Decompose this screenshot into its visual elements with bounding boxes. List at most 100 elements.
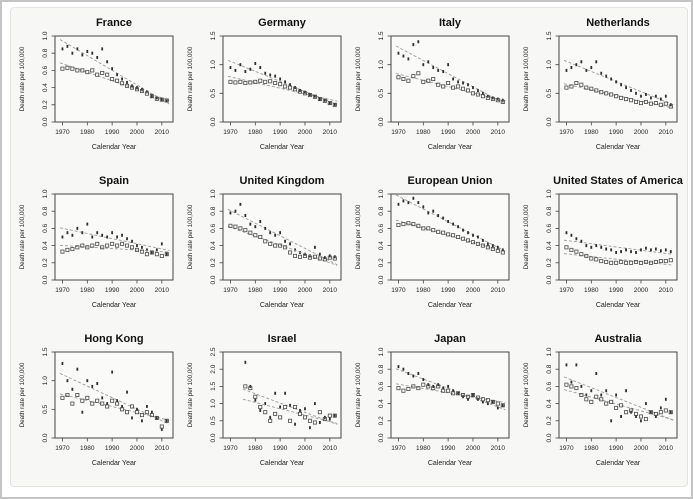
data-point	[164, 252, 169, 257]
data-point	[249, 67, 252, 71]
data-point	[625, 248, 627, 252]
data-point	[654, 415, 657, 418]
y-tick-label: 0.8	[378, 364, 385, 373]
x-tick-label: 1970	[55, 129, 70, 136]
data-point	[146, 404, 148, 408]
data-point	[472, 86, 474, 90]
data-point	[467, 397, 469, 401]
x-tick-label: 2010	[659, 129, 674, 136]
data-point	[594, 88, 599, 93]
data-point	[600, 245, 603, 249]
data-point	[302, 91, 307, 96]
data-point	[61, 361, 64, 365]
data-point	[248, 386, 253, 391]
data-point	[570, 380, 573, 384]
data-point	[446, 81, 451, 86]
data-point	[658, 410, 663, 415]
data-point	[620, 250, 623, 254]
data-point	[155, 248, 158, 252]
data-point	[80, 398, 85, 403]
data-point	[80, 243, 85, 248]
x-tick-label: 1990	[441, 445, 456, 452]
data-point	[501, 248, 504, 252]
data-point	[625, 86, 627, 90]
data-point	[278, 82, 283, 87]
data-point	[643, 99, 648, 104]
data-point	[75, 393, 80, 398]
data-point	[150, 94, 153, 98]
data-point	[253, 233, 258, 238]
data-point	[60, 395, 65, 400]
y-tick-label: 1.5	[42, 347, 49, 356]
data-point	[120, 241, 125, 246]
data-point	[495, 401, 500, 406]
plot-box	[222, 35, 342, 123]
data-point	[293, 87, 298, 92]
data-point	[130, 85, 135, 90]
x-tick-label: 2010	[491, 445, 506, 452]
data-point	[669, 410, 672, 414]
x-axis-label: Calendar Year	[260, 460, 305, 467]
data-point	[110, 398, 115, 403]
data-point	[317, 256, 322, 261]
x-tick-label: 1970	[391, 129, 406, 136]
trend-line	[242, 398, 338, 424]
panel-plot-israel: Israel Death rate per 100,000 0.0 0.5 1.0 1.5…	[187, 333, 342, 467]
y-tick-label: 0.2	[378, 416, 385, 425]
data-point	[65, 65, 70, 70]
data-point	[304, 90, 306, 94]
data-point	[569, 84, 574, 89]
x-tick-label: 1970	[55, 445, 70, 452]
data-point	[462, 81, 464, 85]
data-point	[283, 405, 288, 410]
data-point	[589, 256, 594, 261]
x-tick-label: 2010	[491, 287, 506, 294]
data-point	[318, 252, 321, 256]
data-point	[243, 384, 248, 389]
panel-plot-european-union: European Union Death rate per 100,000 0.0 0…	[355, 175, 510, 309]
data-point	[451, 233, 456, 238]
data-point	[155, 416, 158, 420]
data-point	[248, 230, 253, 235]
data-point	[284, 391, 287, 395]
data-point	[328, 101, 331, 105]
data-point	[496, 245, 499, 249]
data-point	[442, 70, 445, 74]
data-point	[71, 233, 74, 237]
x-tick-label: 2000	[130, 129, 145, 136]
data-point	[668, 258, 673, 263]
data-point	[136, 244, 138, 248]
data-point	[614, 94, 619, 99]
data-point	[71, 51, 74, 55]
data-point	[165, 99, 168, 102]
data-point	[75, 68, 80, 73]
series-open-markers	[59, 241, 170, 258]
y-tick-label: 0.8	[378, 206, 385, 215]
x-tick-label: 1990	[609, 287, 624, 294]
data-point	[312, 94, 317, 99]
data-point	[121, 404, 123, 408]
y-tick-label: 0.0	[42, 275, 49, 284]
data-point	[475, 395, 480, 400]
data-point	[146, 248, 148, 252]
data-point	[101, 396, 104, 400]
data-point	[95, 398, 100, 403]
y-tick-label: 0.0	[378, 117, 385, 126]
data-point	[653, 101, 658, 106]
data-point	[630, 250, 632, 254]
data-point	[91, 235, 94, 239]
data-point	[121, 233, 123, 237]
data-point	[100, 70, 105, 75]
trend-line	[227, 225, 338, 266]
x-tick-label: 1980	[584, 445, 599, 452]
data-point	[615, 393, 618, 397]
data-point	[149, 250, 154, 255]
y-tick-label: 0.5	[546, 88, 553, 97]
panel-plot-hong-kong: Hong Kong Death rate per 100,000 0.0 0.5 1.0…	[19, 333, 174, 467]
data-point	[485, 95, 490, 100]
data-point	[66, 231, 69, 235]
data-point	[402, 54, 405, 58]
trend-line	[563, 376, 674, 421]
x-tick-label: 2010	[323, 445, 338, 452]
data-point	[599, 259, 604, 264]
